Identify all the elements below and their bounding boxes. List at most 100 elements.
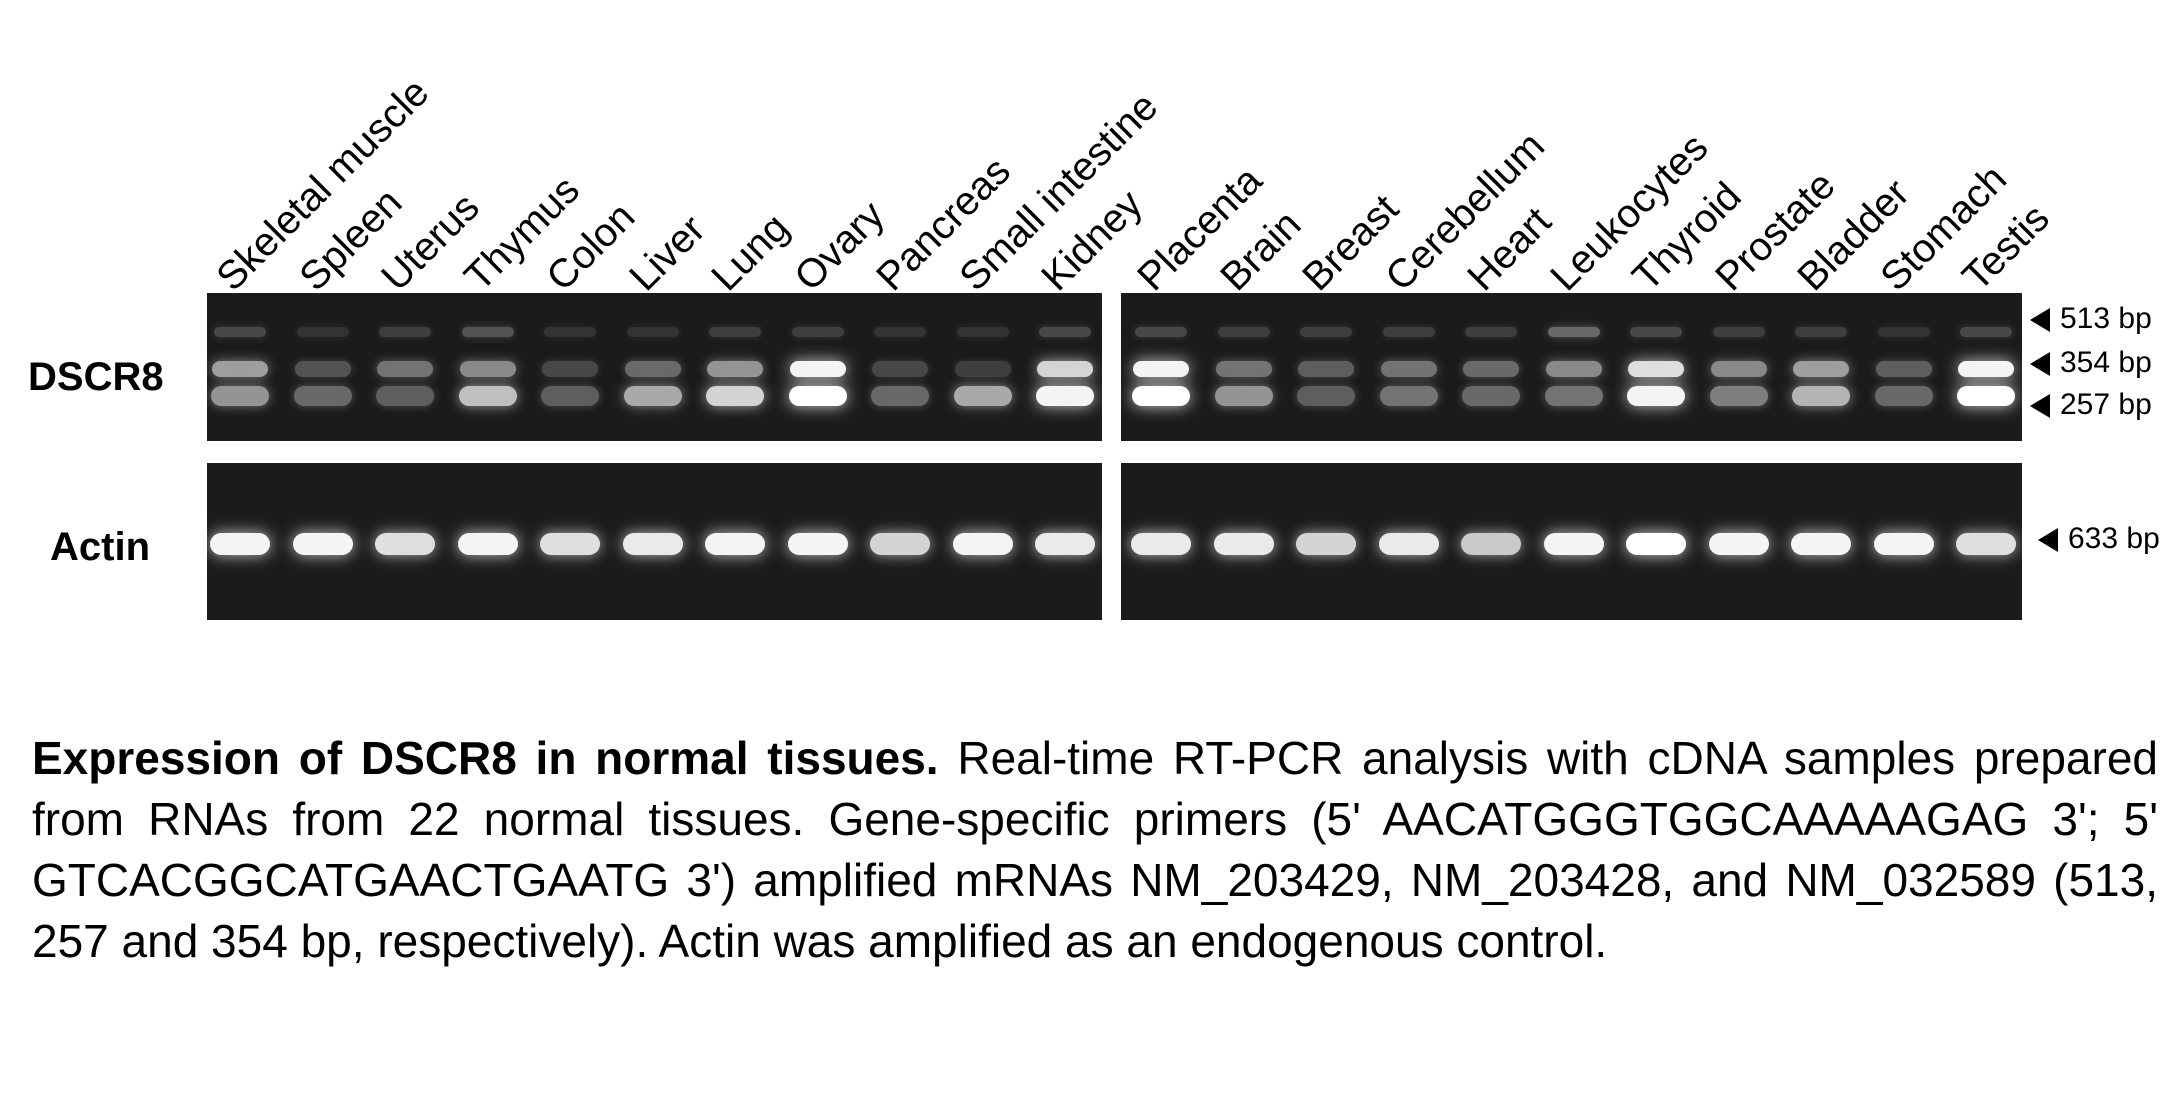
band-257	[1462, 386, 1520, 406]
band-513	[544, 327, 596, 337]
actin-row-label: Actin	[50, 525, 150, 569]
band-633	[705, 533, 765, 555]
band-354	[542, 361, 598, 377]
marker-633: 633 bp	[2038, 524, 2160, 554]
band-354	[1215, 361, 1272, 377]
band-633	[540, 533, 600, 555]
lane-label: Ovary	[785, 192, 893, 300]
band-633	[1791, 533, 1851, 555]
caption-title: Expression of DSCR8 in normal tissues.	[32, 732, 939, 784]
band-513	[1877, 327, 1930, 337]
band-354	[212, 361, 268, 377]
dscr8-row-label: DSCR8	[28, 355, 164, 399]
band-257	[458, 386, 517, 406]
band-513	[1630, 327, 1682, 337]
band-633	[787, 533, 848, 555]
band-513	[1795, 327, 1847, 337]
marker-label: 633 bp	[2068, 522, 2160, 555]
band-354	[1037, 361, 1093, 377]
band-354	[707, 361, 763, 377]
lane-label: Breast	[1294, 186, 1408, 300]
band-513	[709, 327, 761, 337]
caption-body: Real-time RT-PCR analysis with cDNA samp…	[32, 732, 2158, 967]
band-257	[1214, 386, 1273, 406]
band-633	[1035, 533, 1095, 555]
marker-label: 354 bp	[2060, 346, 2152, 379]
band-354	[1298, 361, 1354, 377]
band-633	[292, 533, 353, 555]
band-257	[623, 386, 682, 406]
marker-354: 354 bp	[2030, 348, 2152, 378]
arrow-left-icon	[2030, 308, 2050, 333]
band-633	[1873, 533, 1934, 555]
band-633	[1378, 533, 1439, 555]
marker-label: 513 bp	[2060, 302, 2152, 335]
band-633	[1543, 533, 1604, 555]
band-257	[871, 386, 929, 406]
band-513	[296, 327, 349, 337]
marker-513: 513 bp	[2030, 304, 2152, 334]
band-257	[1379, 386, 1438, 406]
gel-figure: Skeletal muscle Spleen Uterus Thymus Colon Li…	[28, 70, 2160, 620]
band-633	[952, 533, 1013, 555]
band-633	[1131, 533, 1191, 555]
band-257	[376, 386, 434, 406]
marker-257: 257 bp	[2030, 390, 2152, 420]
band-633	[1213, 533, 1274, 555]
band-257	[541, 386, 599, 406]
band-354	[872, 361, 928, 377]
band-257	[1544, 386, 1603, 406]
band-257	[1957, 386, 2015, 406]
band-633	[1708, 533, 1769, 555]
band-257	[293, 386, 352, 406]
band-257	[1709, 386, 1768, 406]
band-257	[1132, 386, 1190, 406]
band-513	[379, 327, 431, 337]
arrow-left-icon	[2038, 528, 2058, 553]
band-354	[1875, 361, 1932, 377]
band-354	[1463, 361, 1519, 377]
band-513	[1135, 327, 1187, 337]
band-354	[789, 361, 846, 377]
band-513	[1712, 327, 1765, 337]
band-354	[1710, 361, 1767, 377]
band-257	[953, 386, 1012, 406]
arrow-left-icon	[2030, 394, 2050, 419]
band-257	[706, 386, 764, 406]
band-513	[1547, 327, 1600, 337]
band-513	[1960, 327, 2012, 337]
band-354	[1628, 361, 1684, 377]
band-513	[626, 327, 679, 337]
band-513	[1039, 327, 1091, 337]
band-354	[459, 361, 516, 377]
band-513	[1382, 327, 1435, 337]
band-257	[1036, 386, 1094, 406]
marker-label: 257 bp	[2060, 388, 2152, 421]
band-354	[1380, 361, 1437, 377]
band-354	[1958, 361, 2014, 377]
band-513	[1217, 327, 1270, 337]
band-354	[1793, 361, 1849, 377]
band-354	[377, 361, 433, 377]
band-257	[1874, 386, 1933, 406]
band-513	[1300, 327, 1352, 337]
band-513	[956, 327, 1009, 337]
band-257	[1297, 386, 1355, 406]
band-513	[874, 327, 926, 337]
band-513	[214, 327, 266, 337]
arrow-left-icon	[2030, 352, 2050, 377]
band-513	[791, 327, 844, 337]
band-354	[624, 361, 681, 377]
lane-label: Lung	[703, 205, 798, 300]
band-354	[1133, 361, 1189, 377]
dscr8-gel-right	[1121, 293, 2022, 441]
band-257	[211, 386, 269, 406]
band-633	[375, 533, 435, 555]
band-633	[457, 533, 518, 555]
figure-caption: Expression of DSCR8 in normal tissues. R…	[32, 728, 2158, 972]
band-354	[294, 361, 351, 377]
band-633	[1461, 533, 1521, 555]
band-354	[954, 361, 1011, 377]
band-633	[622, 533, 683, 555]
actin-gel-right	[1121, 463, 2022, 620]
